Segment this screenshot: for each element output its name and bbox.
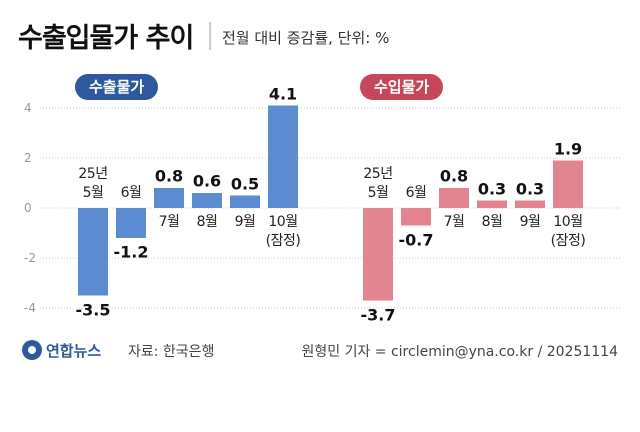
bar	[268, 105, 298, 208]
subtitle: 전월 대비 증감률, 단위: %	[222, 29, 390, 47]
x-tick-label: 10월 (잠정)	[550, 214, 586, 249]
y-tick-label: -2	[24, 251, 36, 265]
x-tick-label: 8월	[196, 214, 218, 230]
value-label: 0.6	[192, 171, 222, 191]
value-label: 0.3	[477, 179, 507, 198]
bar	[363, 208, 393, 301]
value-label: -3.7	[360, 305, 396, 324]
value-label: 4.1	[268, 84, 298, 103]
x-tick-label: 8월	[481, 214, 503, 230]
x-tick-label: 10월 (잠정)	[265, 214, 301, 249]
credit: 원형민 기자 = circlemin@yna.co.kr / 20251114	[301, 344, 618, 360]
bar	[78, 208, 108, 296]
bar	[553, 160, 583, 208]
x-tick-label: 9월	[519, 214, 541, 230]
bar	[515, 200, 545, 208]
bar	[230, 195, 260, 208]
panel-badge: 수출물가	[75, 74, 159, 100]
value-label: 0.5	[230, 174, 260, 193]
bar	[439, 188, 469, 208]
y-tick-label: 0	[24, 201, 32, 215]
x-tick-label: 7월	[443, 214, 465, 230]
y-tick-label: -4	[24, 301, 36, 315]
x-tick-label: 9월	[234, 214, 256, 230]
x-tick-label: 25년 5월	[363, 166, 393, 201]
title: 수출입물가 추이	[18, 23, 194, 54]
logo: 연합뉴스	[46, 342, 102, 360]
value-label: 0.8	[154, 166, 184, 186]
value-label: -1.2	[113, 242, 149, 262]
x-tick-label: 6월	[405, 185, 427, 201]
logo-icon-inner	[28, 346, 36, 354]
source: 자료: 한국은행	[128, 344, 215, 360]
y-tick-label: 2	[24, 151, 32, 165]
bar	[192, 193, 222, 208]
panel-badge: 수입물가	[360, 74, 444, 100]
value-label: -0.7	[398, 230, 434, 249]
bar	[116, 208, 146, 238]
x-tick-label: 25년 5월	[78, 166, 108, 201]
x-tick-label: 6월	[120, 185, 142, 201]
x-tick-label: 7월	[158, 214, 180, 230]
bar	[154, 188, 184, 208]
y-tick-label: 4	[24, 101, 32, 115]
value-label: 1.9	[553, 139, 583, 158]
value-label: -3.5	[75, 300, 111, 319]
bar	[477, 200, 507, 208]
bar	[401, 208, 431, 226]
value-label: 0.3	[515, 179, 545, 198]
value-label: 0.8	[439, 166, 469, 186]
